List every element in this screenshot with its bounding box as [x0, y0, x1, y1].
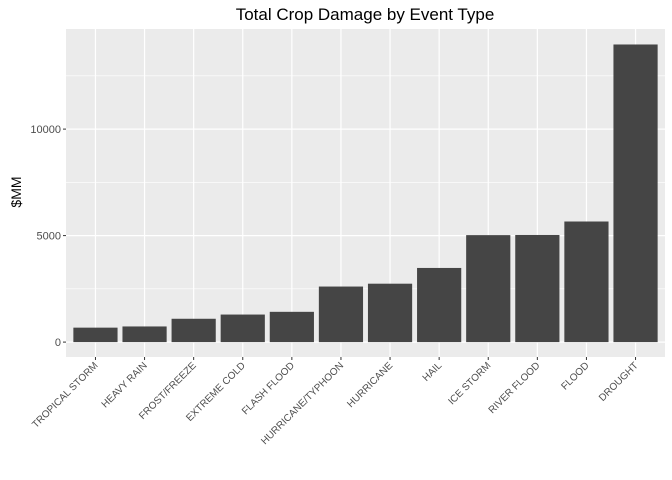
- bar: [73, 327, 118, 343]
- x-tick-label: DROUGHT: [597, 360, 641, 404]
- y-axis-label: $MM: [8, 176, 24, 207]
- bar: [318, 286, 364, 343]
- bar: [515, 234, 560, 343]
- x-tick-label: HAIL: [421, 360, 445, 384]
- bar: [613, 44, 658, 343]
- x-tick-label: FLASH FLOOD: [240, 360, 297, 417]
- x-tick-label: HURRICANE/TYPHOON: [259, 360, 346, 447]
- x-tick-label: HEAVY RAIN: [100, 360, 150, 410]
- x-tick-label: ICE STORM: [446, 360, 493, 407]
- y-axis-ticks: 0 5000 10000: [30, 124, 66, 349]
- x-tick-label: RIVER FLOOD: [487, 360, 543, 416]
- bar: [417, 267, 462, 343]
- major-gridlines: [66, 29, 665, 357]
- bar: [269, 311, 314, 343]
- y-tick-label: 10000: [30, 124, 61, 136]
- bar: [564, 221, 609, 343]
- x-axis-ticks: TROPICAL STORM HEAVY RAINFROST/FREEZEEXTR…: [30, 357, 641, 447]
- x-tick-label: HURRICANE: [345, 360, 395, 410]
- y-tick-label: 0: [55, 337, 61, 349]
- x-tick-label: FLOOD: [559, 360, 591, 392]
- x-tick-label: TROPICAL STORM: [30, 360, 100, 430]
- bar: [466, 235, 511, 343]
- chart-title: Total Crop Damage by Event Type: [236, 5, 495, 24]
- bar: [171, 318, 216, 343]
- bar: [220, 314, 265, 343]
- y-tick-label: 5000: [37, 231, 61, 243]
- bars: [73, 44, 658, 343]
- bar: [367, 283, 413, 343]
- bar: [122, 326, 167, 343]
